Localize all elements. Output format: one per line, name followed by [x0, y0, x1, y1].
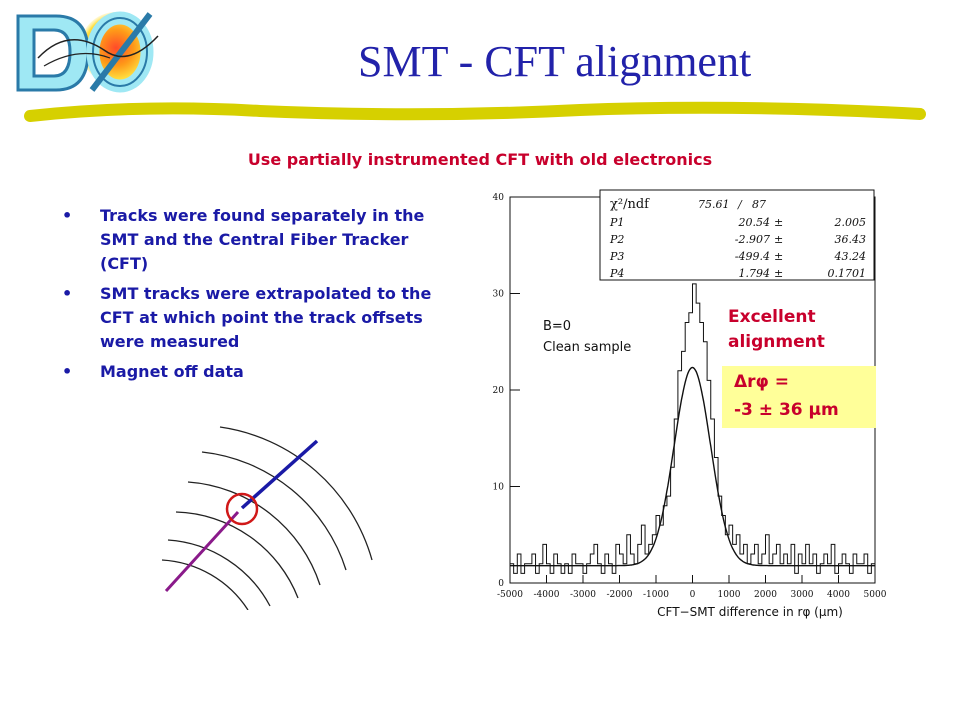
bullet-item: • Tracks were found separately in the SMT… [60, 204, 450, 276]
title-underline [24, 101, 926, 122]
stats-param-error: 2.005 [834, 216, 867, 229]
x-tick-label: 4000 [827, 590, 850, 600]
x-tick-label: 1000 [718, 590, 741, 600]
stats-ndf-value: 87 [752, 198, 766, 211]
stats-param-name: P4 [609, 267, 624, 280]
excellent-alignment-annotation: Excellent alignment [728, 305, 825, 355]
x-tick-label: -2000 [607, 590, 633, 600]
result-line-1: Δrφ = [734, 372, 790, 392]
stats-ndf-slash: / [737, 198, 743, 211]
stats-param-error: 0.1701 [828, 267, 867, 280]
x-tick-label: 3000 [791, 590, 814, 600]
track-diagram [161, 426, 373, 610]
logo-letter-d [16, 14, 90, 92]
detector-layer-arc [187, 481, 321, 586]
result-line-2: -3 ± 36 μm [734, 400, 839, 420]
stats-param-name: P3 [609, 250, 624, 263]
d0-logo [16, 11, 159, 93]
stats-param-value: -499.4 [735, 250, 770, 263]
x-tick-label: -5000 [497, 590, 523, 600]
x-tick-label: -3000 [570, 590, 596, 600]
logo-slash [89, 12, 153, 92]
x-tick-label: 0 [690, 590, 696, 600]
x-tick-label: 2000 [754, 590, 777, 600]
logo-track-2 [43, 52, 111, 67]
bullet-marker: • [62, 206, 73, 225]
stats-param-name: P1 [609, 216, 624, 229]
detector-layer-arc [161, 559, 249, 610]
y-tick-label: 0 [498, 579, 504, 589]
bullet-text: Tracks were found separately in the SMT … [100, 206, 425, 273]
title-underline-stroke [24, 101, 926, 122]
cft-track-line [164, 510, 240, 593]
histogram-outline [509, 283, 876, 583]
bullet-text: SMT tracks were extrapolated to the CFT … [100, 284, 432, 351]
bullet-list: • Tracks were found separately in the SMT… [60, 204, 450, 390]
smt-track-line [240, 439, 319, 510]
stats-param-name: P2 [609, 233, 624, 246]
bullet-item: • SMT tracks were extrapolated to the CFT… [60, 282, 450, 354]
stats-param-value: 1.794 [739, 267, 771, 280]
stats-box [599, 189, 875, 281]
y-tick-label: 10 [493, 483, 505, 493]
result-box: Δrφ = -3 ± 36 μm [722, 366, 876, 428]
offset-circle [225, 492, 259, 526]
stats-param-error: 43.24 [834, 250, 867, 263]
stats-plus-minus: ± [774, 250, 783, 263]
residual-histogram: -5000 -4000 -3000 -2000 -1000 0 1000 2000 3000 40… [493, 189, 887, 619]
x-tick-label: -1000 [643, 590, 669, 600]
detector-layer-arc [201, 451, 347, 571]
logo-letter-o [92, 17, 148, 87]
gaussian-fit-curve [510, 366, 875, 567]
logo-track-1 [37, 35, 159, 59]
stats-plus-minus: ± [774, 233, 783, 246]
slide-subtitle: Use partially instrumented CFT with old … [247, 150, 713, 169]
stats-plus-minus: ± [774, 267, 783, 280]
detector-layer-arc [167, 539, 271, 607]
excellent-line-1: Excellent [728, 307, 816, 327]
bullet-item: • Magnet off data [60, 360, 450, 384]
excellent-line-2: alignment [728, 332, 825, 352]
y-tick-label: 30 [493, 290, 505, 300]
y-tick-label: 40 [493, 193, 505, 203]
stats-param-value: 20.54 [738, 216, 771, 229]
detector-layer-arc [219, 426, 373, 561]
stats-param-error: 36.43 [835, 233, 867, 246]
legend-b-field: B=0 [543, 319, 571, 334]
slide-title: SMT - CFT alignment [358, 37, 752, 86]
bullet-marker: • [62, 362, 73, 381]
legend-sample: Clean sample [543, 340, 631, 355]
x-axis-label: CFT−SMT difference in rφ (μm) [657, 605, 843, 619]
bullet-text: Magnet off data [100, 362, 244, 381]
stats-plus-minus: ± [774, 216, 783, 229]
stats-chi2-label: χ²/ndf [610, 197, 650, 212]
x-tick-label: -4000 [534, 590, 560, 600]
x-tick-label: 5000 [864, 590, 887, 600]
bullet-marker: • [62, 284, 73, 303]
y-tick-label: 20 [493, 386, 505, 396]
stats-param-value: -2.907 [735, 233, 770, 246]
stats-chi2-value: 75.61 [698, 198, 730, 211]
detector-layer-arc [175, 511, 299, 599]
